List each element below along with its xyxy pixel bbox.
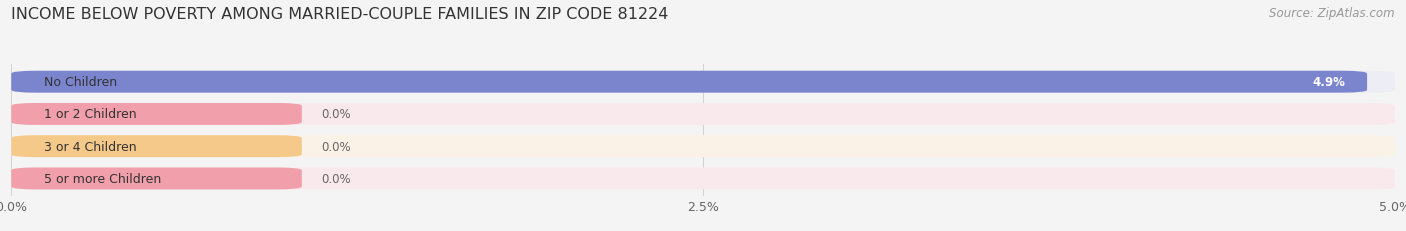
- Text: 5 or more Children: 5 or more Children: [45, 172, 162, 185]
- Text: Source: ZipAtlas.com: Source: ZipAtlas.com: [1270, 7, 1395, 20]
- Text: 1 or 2 Children: 1 or 2 Children: [45, 108, 136, 121]
- FancyBboxPatch shape: [11, 168, 1395, 190]
- Text: No Children: No Children: [45, 76, 118, 89]
- FancyBboxPatch shape: [11, 136, 302, 158]
- Text: 0.0%: 0.0%: [321, 172, 350, 185]
- FancyBboxPatch shape: [11, 136, 1395, 158]
- FancyBboxPatch shape: [11, 71, 1395, 93]
- FancyBboxPatch shape: [11, 168, 302, 190]
- Text: INCOME BELOW POVERTY AMONG MARRIED-COUPLE FAMILIES IN ZIP CODE 81224: INCOME BELOW POVERTY AMONG MARRIED-COUPL…: [11, 7, 669, 22]
- FancyBboxPatch shape: [11, 103, 1395, 125]
- Text: 0.0%: 0.0%: [321, 140, 350, 153]
- FancyBboxPatch shape: [11, 103, 302, 125]
- Text: 4.9%: 4.9%: [1312, 76, 1346, 89]
- FancyBboxPatch shape: [11, 71, 1367, 93]
- Text: 3 or 4 Children: 3 or 4 Children: [45, 140, 136, 153]
- Text: 0.0%: 0.0%: [321, 108, 350, 121]
